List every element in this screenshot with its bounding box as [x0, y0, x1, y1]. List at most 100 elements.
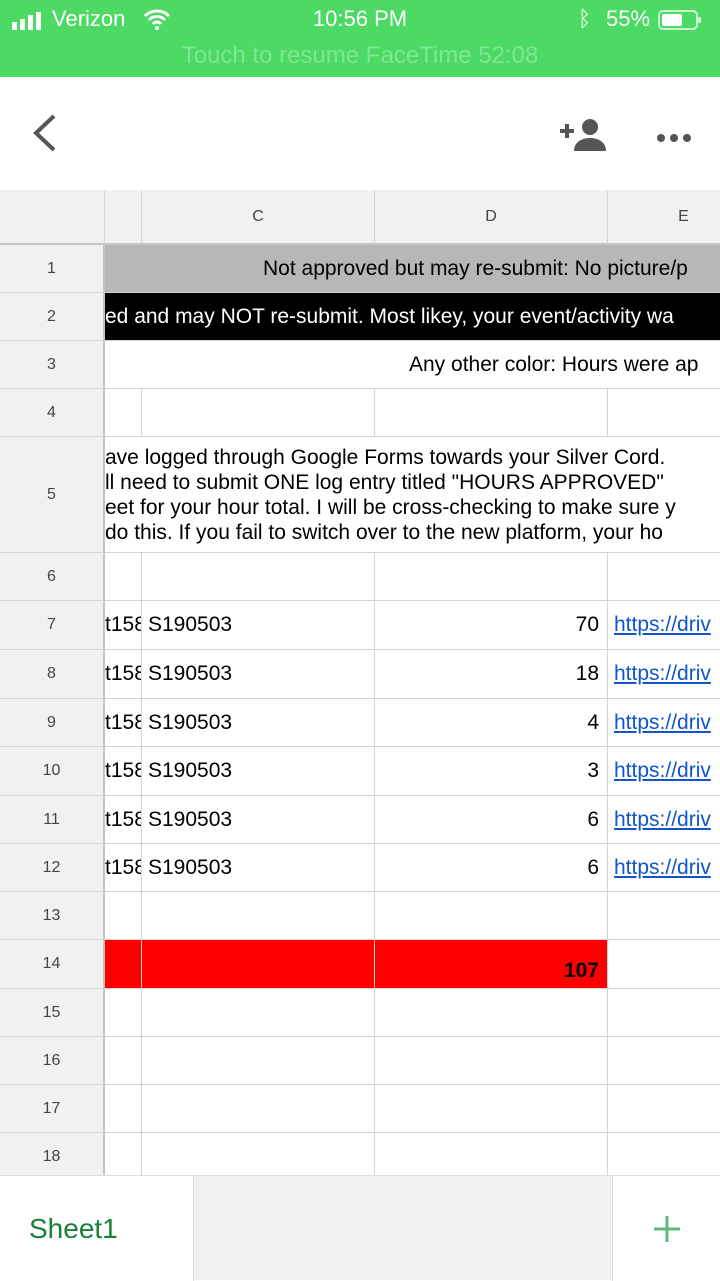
column-header-e[interactable]: E [608, 190, 720, 245]
empty-cell[interactable] [375, 892, 608, 940]
empty-cell[interactable] [142, 892, 375, 940]
merged-cell-row-3[interactable]: Any other color: Hours were ap [105, 341, 720, 389]
link[interactable]: https://driv [614, 662, 711, 685]
empty-cell[interactable] [105, 989, 142, 1037]
cell-c[interactable]: S190503 [142, 601, 375, 650]
cell-c[interactable]: S190503 [142, 699, 375, 747]
cell-c[interactable]: S190503 [142, 650, 375, 699]
wifi-icon [143, 8, 171, 36]
row-header-9[interactable]: 9 [0, 699, 105, 747]
merged-cell-row-2[interactable]: ed and may NOT re-submit. Most likey, yo… [105, 293, 720, 341]
empty-cell[interactable] [105, 389, 142, 437]
row-header-3[interactable]: 3 [0, 341, 105, 389]
corner-cell[interactable] [0, 190, 105, 245]
row-header-16[interactable]: 16 [0, 1037, 105, 1085]
empty-cell[interactable] [375, 989, 608, 1037]
row-header-15[interactable]: 15 [0, 989, 105, 1037]
cell-e[interactable]: https://driv [608, 747, 720, 796]
cell-d[interactable]: 18 [375, 650, 608, 699]
row-header-2[interactable]: 2 [0, 293, 105, 341]
spreadsheet-grid[interactable]: C D E 1 2 3 4 5 6 7 8 9 10 11 12 13 14 15 16 17 18 Not approv… [0, 190, 720, 1175]
row-header-4[interactable]: 4 [0, 389, 105, 437]
row-header-6[interactable]: 6 [0, 553, 105, 601]
empty-cell[interactable] [142, 1037, 375, 1085]
merged-cell-row-1[interactable]: Not approved but may re-submit: No pictu… [105, 245, 720, 293]
empty-cell[interactable] [105, 1037, 142, 1085]
cell-b[interactable]: t158 [105, 796, 142, 844]
cell-c[interactable]: S190503 [142, 844, 375, 892]
cell-d[interactable]: 4 [375, 699, 608, 747]
link[interactable]: https://driv [614, 759, 711, 782]
empty-cell[interactable] [105, 1133, 142, 1175]
empty-cell[interactable] [142, 389, 375, 437]
row-header-18[interactable]: 18 [0, 1133, 105, 1175]
empty-cell[interactable] [608, 553, 720, 601]
total-cell-e[interactable] [608, 940, 720, 989]
total-cell-d[interactable]: 107 [375, 940, 608, 989]
link[interactable]: https://driv [614, 807, 711, 831]
empty-cell[interactable] [375, 1085, 608, 1133]
cell-e[interactable]: https://driv [608, 650, 720, 699]
merged-cell-row-5[interactable]: ave logged through Google Forms towards … [105, 437, 720, 553]
empty-cell[interactable] [375, 1037, 608, 1085]
cell-b[interactable]: t158 [105, 650, 142, 699]
empty-cell[interactable] [375, 389, 608, 437]
empty-cell[interactable] [608, 1133, 720, 1175]
cell-e[interactable]: https://driv [608, 796, 720, 844]
empty-cell[interactable] [608, 389, 720, 437]
merged-cell-text-line: ave logged through Google Forms towards … [105, 445, 666, 469]
more-options-icon[interactable] [656, 130, 692, 148]
cell-b[interactable]: t158 [105, 747, 142, 796]
cell-d[interactable]: 6 [375, 796, 608, 844]
empty-cell[interactable] [105, 1085, 142, 1133]
cell-b[interactable]: t158 [105, 601, 142, 650]
empty-cell[interactable] [375, 553, 608, 601]
back-icon[interactable] [30, 113, 60, 158]
share-add-person-icon[interactable] [558, 117, 606, 158]
column-header-d[interactable]: D [375, 190, 608, 245]
cell-b[interactable]: t158 [105, 699, 142, 747]
cell-d[interactable]: 6 [375, 844, 608, 892]
total-cell-b[interactable] [105, 940, 142, 989]
empty-cell[interactable] [142, 989, 375, 1037]
total-cell-c[interactable] [142, 940, 375, 989]
column-header-c[interactable]: C [142, 190, 375, 245]
empty-cell[interactable] [608, 1037, 720, 1085]
link[interactable]: https://driv [614, 710, 711, 734]
sheet-tab-sheet1[interactable]: Sheet1 [0, 1176, 194, 1281]
link[interactable]: https://driv [614, 613, 711, 636]
cell-d[interactable]: 3 [375, 747, 608, 796]
row-header-1[interactable]: 1 [0, 245, 105, 293]
empty-cell[interactable] [375, 1133, 608, 1175]
cell-e[interactable]: https://driv [608, 844, 720, 892]
cell-c[interactable]: S190503 [142, 796, 375, 844]
row-header-17[interactable]: 17 [0, 1085, 105, 1133]
link[interactable]: https://driv [614, 855, 711, 879]
cell-d[interactable]: 70 [375, 601, 608, 650]
cell-c[interactable]: S190503 [142, 747, 375, 796]
empty-cell[interactable] [105, 892, 142, 940]
empty-cell[interactable] [608, 892, 720, 940]
row-header-12[interactable]: 12 [0, 844, 105, 892]
row-header-5[interactable]: 5 [0, 437, 105, 553]
empty-cell[interactable] [142, 1085, 375, 1133]
empty-cell[interactable] [142, 1133, 375, 1175]
merged-cell-text-line: do this. If you fail to switch over to t… [105, 520, 663, 544]
cell-e[interactable]: https://driv [608, 699, 720, 747]
row-header-10[interactable]: 10 [0, 747, 105, 796]
cell-e[interactable]: https://driv [608, 601, 720, 650]
row-header-14[interactable]: 14 [0, 940, 105, 989]
cell-b[interactable]: t158 [105, 844, 142, 892]
empty-cell[interactable] [608, 1085, 720, 1133]
row-header-11[interactable]: 11 [0, 796, 105, 844]
row-header-13[interactable]: 13 [0, 892, 105, 940]
empty-cell[interactable] [608, 989, 720, 1037]
column-header-b[interactable] [105, 190, 142, 245]
carrier: Verizon [52, 6, 126, 31]
empty-cell[interactable] [105, 553, 142, 601]
add-sheet-button[interactable] [612, 1176, 720, 1281]
empty-cell[interactable] [142, 553, 375, 601]
facetime-banner[interactable]: Touch to resume FaceTime 52:08 [181, 42, 539, 69]
row-header-8[interactable]: 8 [0, 650, 105, 699]
row-header-7[interactable]: 7 [0, 601, 105, 650]
